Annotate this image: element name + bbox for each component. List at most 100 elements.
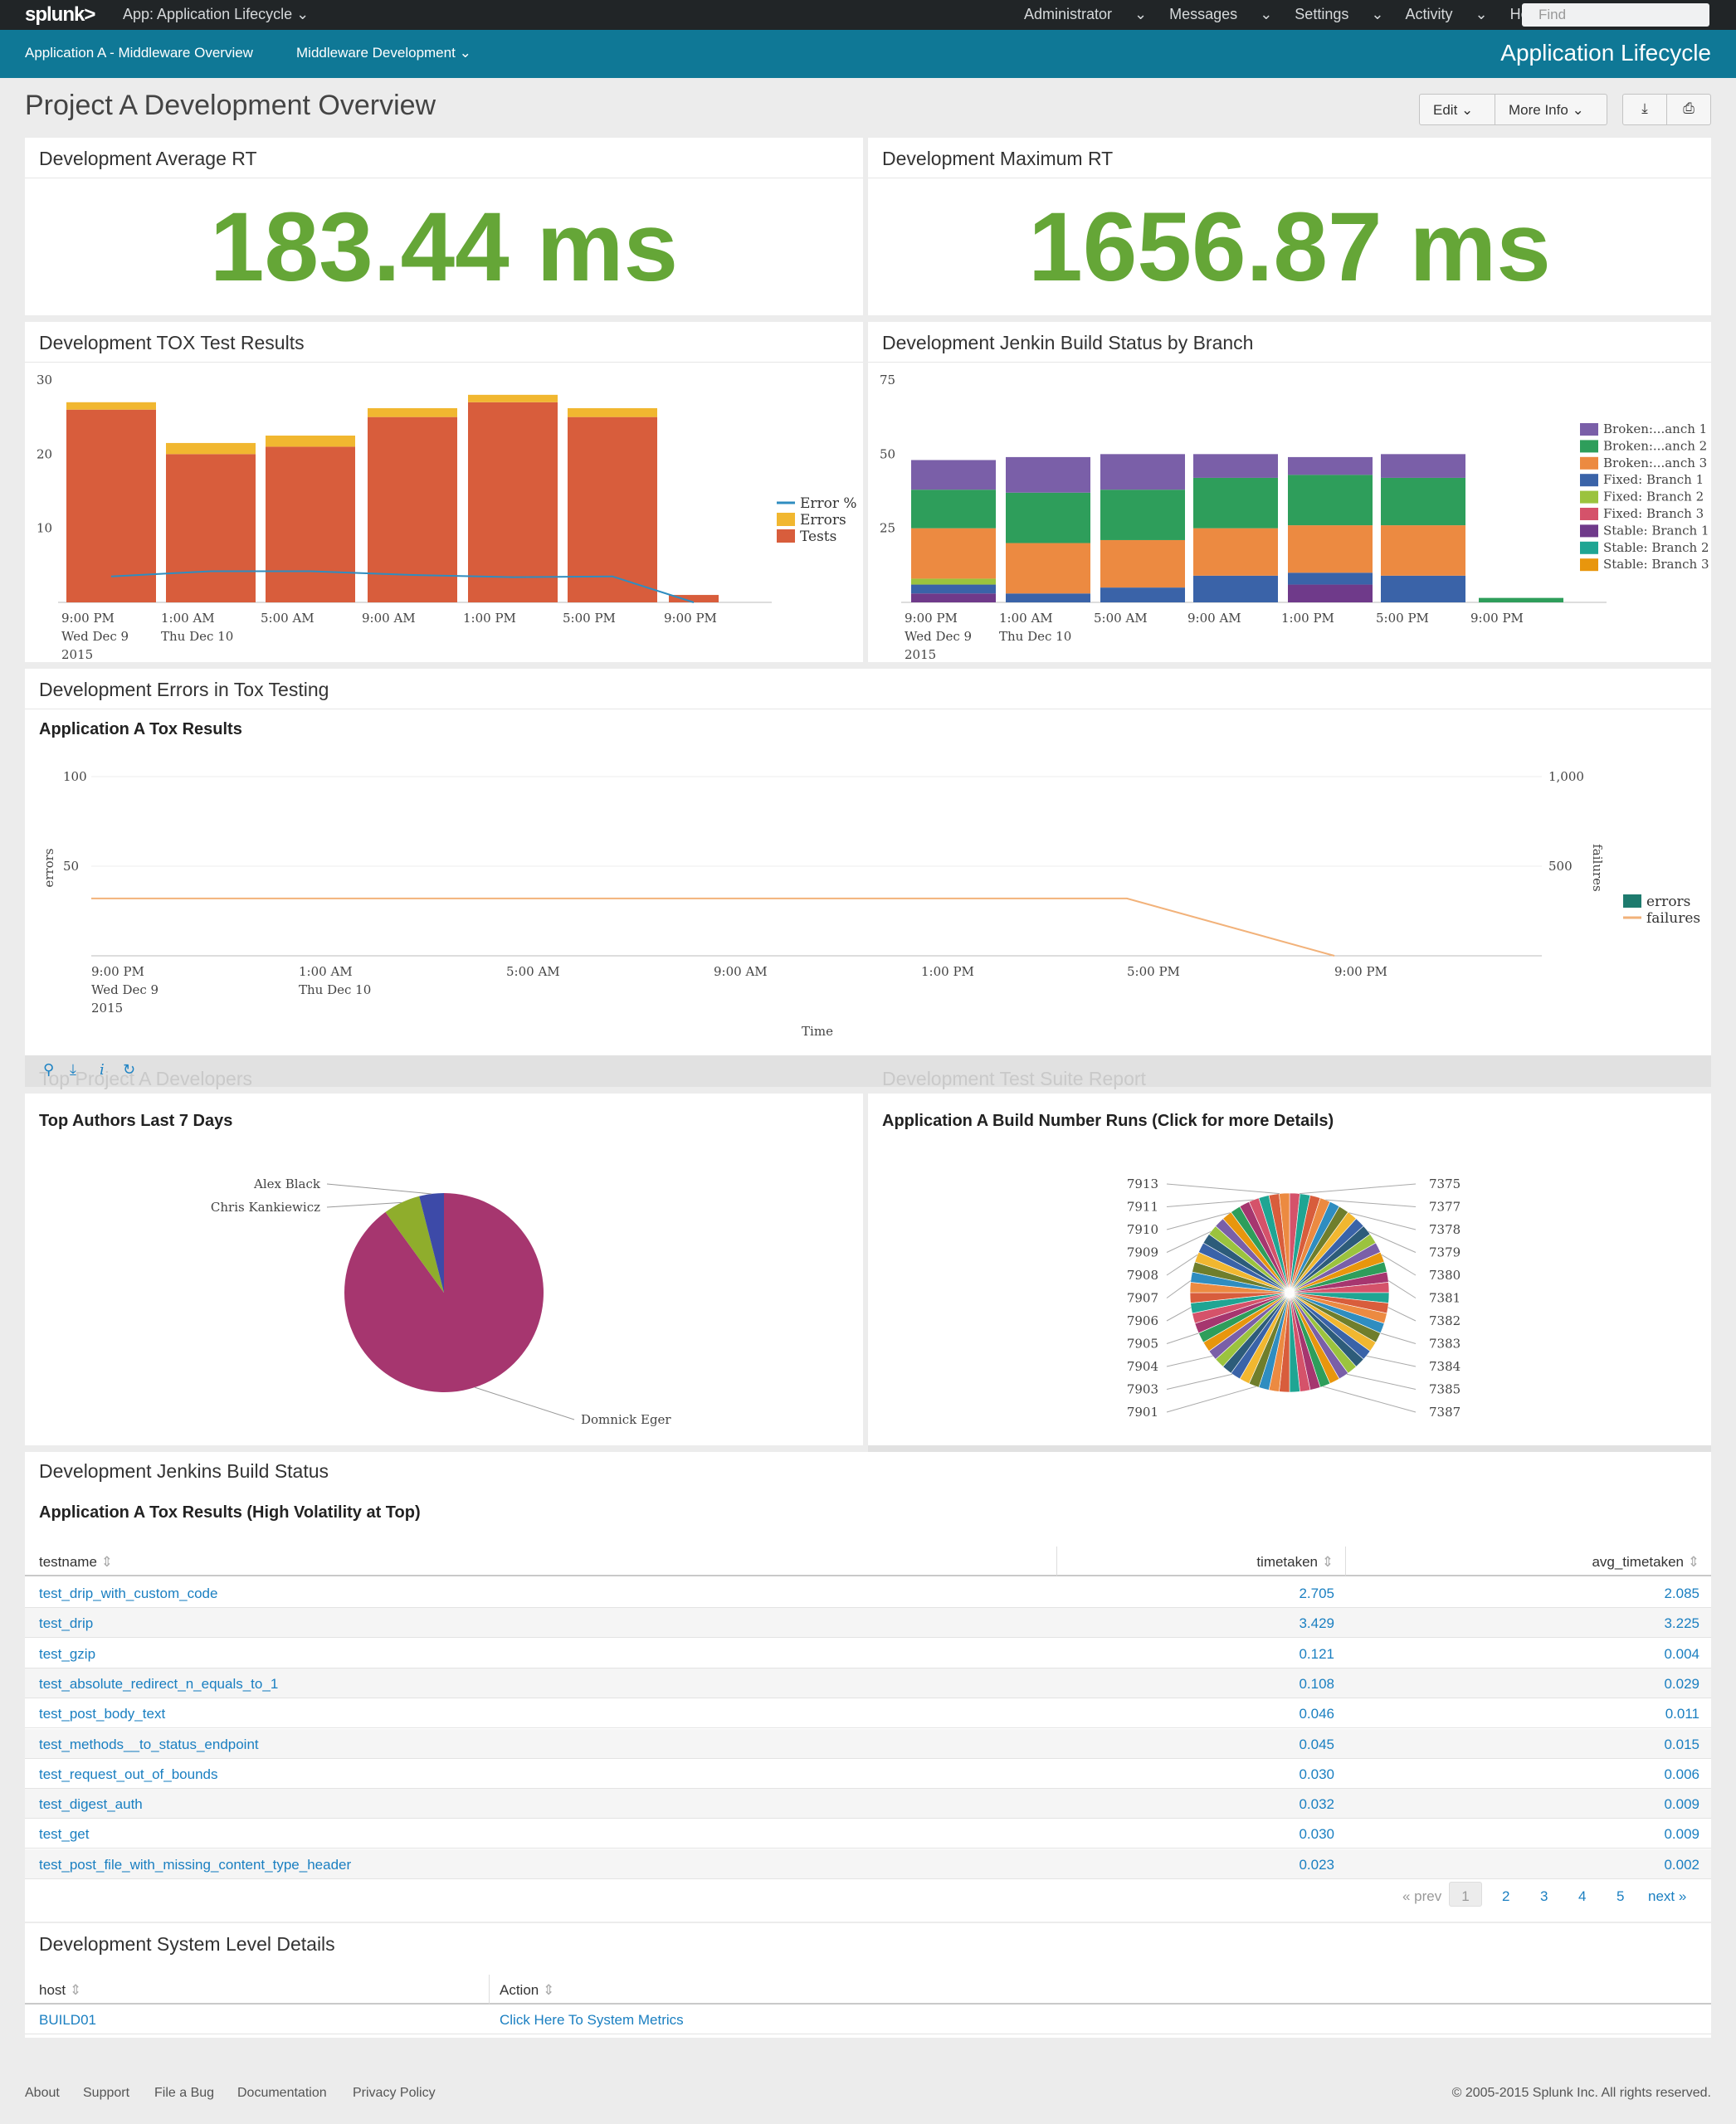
bar-segment	[1006, 543, 1090, 594]
export-button[interactable]: ⤓	[1622, 94, 1667, 125]
pager-page-5[interactable]: 5	[1617, 1888, 1625, 1904]
table-row[interactable]: test_methods__to_status_endpoint 0.045 0.0…	[25, 1728, 1711, 1759]
column-header-avg-timetaken[interactable]: avg_timetaken ⇕	[1346, 1547, 1711, 1576]
footer-link-support[interactable]: Support	[83, 2086, 130, 2100]
download-icon[interactable]: ⤓	[70, 1061, 76, 1078]
x-tick-label: 9:00 PM	[664, 611, 717, 626]
pager-page-3[interactable]: 3	[1540, 1888, 1548, 1904]
nav-item-middleware-overview[interactable]: Application A - Middleware Overview	[25, 45, 253, 61]
testname-cell[interactable]: test_get	[39, 1826, 90, 1843]
top-authors-pie-chart[interactable]: Domnick Eger Chris Kankiewicz Alex Black	[25, 1143, 863, 1445]
pager-page-2[interactable]: 2	[1502, 1888, 1510, 1904]
avg-timetaken-cell[interactable]: 0.002	[1664, 1856, 1699, 1873]
splunk-logo[interactable]: splunk>	[25, 3, 95, 26]
timetaken-cell[interactable]: 0.121	[1299, 1645, 1334, 1662]
top-menus: Administrator ⌄ Messages ⌄ Settings ⌄ Ac…	[1024, 6, 1594, 23]
avg-timetaken-cell[interactable]: 0.011	[1665, 1706, 1699, 1722]
column-header-host[interactable]: host ⇕	[25, 1975, 490, 2005]
testname-cell[interactable]: test_post_body_text	[39, 1706, 166, 1722]
table-row[interactable]: test_post_file_with_missing_content_type…	[25, 1849, 1711, 1879]
testname-cell[interactable]: test_request_out_of_bounds	[39, 1766, 218, 1782]
avg-timetaken-cell[interactable]: 0.015	[1664, 1736, 1699, 1752]
footer-link-file-bug[interactable]: File a Bug	[154, 2086, 215, 2100]
bar-segment	[1288, 572, 1373, 585]
table-row[interactable]: test_gzip 0.121 0.004	[25, 1639, 1711, 1669]
menu-settings[interactable]: Settings ⌄	[1295, 6, 1384, 22]
refresh-icon[interactable]: ↻	[123, 1061, 136, 1078]
avg-timetaken-cell[interactable]: 0.029	[1664, 1675, 1699, 1692]
testname-cell[interactable]: test_digest_auth	[39, 1796, 143, 1813]
panel-jenkins-build-status-by-branch: Development Jenkin Build Status by Branc…	[868, 322, 1711, 662]
edit-button[interactable]: Edit ⌄	[1419, 94, 1495, 125]
menu-messages[interactable]: Messages ⌄	[1169, 6, 1273, 22]
table-row[interactable]: test_drip 3.429 3.225	[25, 1608, 1711, 1639]
single-value-average-rt: 183.44 ms	[209, 192, 679, 302]
testname-cell[interactable]: test_absolute_redirect_n_equals_to_1	[39, 1675, 279, 1692]
more-info-button[interactable]: More Info ⌄	[1495, 94, 1607, 125]
testname-cell[interactable]: test_drip_with_custom_code	[39, 1586, 218, 1601]
pie-label: 7379	[1429, 1245, 1460, 1260]
footer-link-privacy[interactable]: Privacy Policy	[353, 2086, 436, 2100]
print-button[interactable]: ⎙	[1666, 94, 1711, 125]
pie-leader-line	[1323, 1386, 1417, 1413]
avg-timetaken-cell[interactable]: 0.009	[1664, 1826, 1699, 1843]
column-header-timetaken[interactable]: timetaken ⇕	[1057, 1547, 1346, 1576]
legend-label: failures	[1646, 910, 1700, 927]
avg-timetaken-cell[interactable]: 3.225	[1664, 1615, 1699, 1632]
search-icon[interactable]: ⚲	[43, 1061, 55, 1078]
x-tick-sublabel: Thu Dec 10	[999, 629, 1071, 644]
pie-slice	[344, 1193, 544, 1392]
nav-item-middleware-development[interactable]: Middleware Development ⌄	[296, 45, 471, 61]
column-header-testname[interactable]: testname ⇕	[25, 1547, 1057, 1576]
timetaken-cell[interactable]: 0.023	[1299, 1856, 1334, 1873]
table-row[interactable]: test_post_body_text 0.046 0.011	[25, 1698, 1711, 1729]
avg-timetaken-cell[interactable]: 0.006	[1664, 1766, 1699, 1782]
x-tick-label: 1:00 PM	[1281, 611, 1334, 626]
pager-prev[interactable]: « prev	[1402, 1888, 1442, 1904]
legend-swatch	[777, 529, 795, 543]
bar-segment	[1006, 593, 1090, 602]
host-link[interactable]: BUILD01	[39, 2012, 96, 2028]
timetaken-cell[interactable]: 0.108	[1299, 1675, 1334, 1692]
avg-timetaken-cell[interactable]: 2.085	[1664, 1586, 1699, 1601]
table-row[interactable]: test_digest_auth 0.032 0.009	[25, 1789, 1711, 1820]
footer-link-documentation[interactable]: Documentation	[237, 2086, 327, 2100]
bar-segment	[1381, 575, 1465, 602]
find-input[interactable]: Find	[1522, 3, 1709, 27]
avg-timetaken-cell[interactable]: 0.004	[1664, 1645, 1699, 1662]
timetaken-cell[interactable]: 0.032	[1299, 1796, 1334, 1813]
table-row[interactable]: test_get 0.030 0.009	[25, 1819, 1711, 1849]
timetaken-cell[interactable]: 2.705	[1299, 1586, 1334, 1601]
timetaken-cell[interactable]: 0.046	[1299, 1706, 1334, 1722]
timetaken-cell[interactable]: 0.030	[1299, 1766, 1334, 1782]
pie-label: Alex Black	[253, 1176, 321, 1191]
menu-activity[interactable]: Activity ⌄	[1405, 6, 1488, 22]
build-number-runs-pie-chart[interactable]: 7913 7911 7910 7909 7908 7907 7906 7905 7904 7903…	[868, 1143, 1711, 1445]
app-menu[interactable]: App: Application Lifecycle ⌄	[123, 6, 310, 22]
info-icon[interactable]: i	[100, 1061, 105, 1079]
menu-administrator[interactable]: Administrator ⌄	[1024, 6, 1148, 22]
column-header-action[interactable]: Action ⇕	[490, 1975, 1711, 2005]
table-row[interactable]: test_request_out_of_bounds 0.030 0.006	[25, 1759, 1711, 1789]
testname-cell[interactable]: test_drip	[39, 1615, 94, 1632]
table-row[interactable]: test_absolute_redirect_n_equals_to_1 0.10…	[25, 1668, 1711, 1698]
timetaken-cell[interactable]: 0.030	[1299, 1826, 1334, 1843]
pager-next[interactable]: next »	[1648, 1888, 1687, 1904]
footer-link-about[interactable]: About	[25, 2086, 60, 2100]
avg-timetaken-cell[interactable]: 0.009	[1664, 1796, 1699, 1813]
testname-cell[interactable]: test_methods__to_status_endpoint	[39, 1736, 259, 1752]
top-bar: splunk> App: Application Lifecycle ⌄ Adm…	[0, 0, 1736, 30]
branch-build-status-chart[interactable]: 25 50 75 Broken:...anch 1 Broken:...anch 2 Br…	[868, 363, 1711, 662]
timetaken-cell[interactable]: 3.429	[1299, 1615, 1334, 1632]
pager-page-current[interactable]: 1	[1449, 1882, 1482, 1907]
testname-cell[interactable]: test_post_file_with_missing_content_type…	[39, 1856, 352, 1873]
pie-leader-line	[1368, 1230, 1417, 1253]
pager-page-4[interactable]: 4	[1578, 1888, 1587, 1904]
table-row[interactable]: test_drip_with_custom_code 2.705 2.085	[25, 1578, 1711, 1608]
pie-label: 7387	[1429, 1405, 1460, 1420]
system-metrics-link[interactable]: Click Here To System Metrics	[500, 2012, 684, 2028]
testname-cell[interactable]: test_gzip	[39, 1645, 96, 1662]
timetaken-cell[interactable]: 0.045	[1299, 1736, 1334, 1752]
